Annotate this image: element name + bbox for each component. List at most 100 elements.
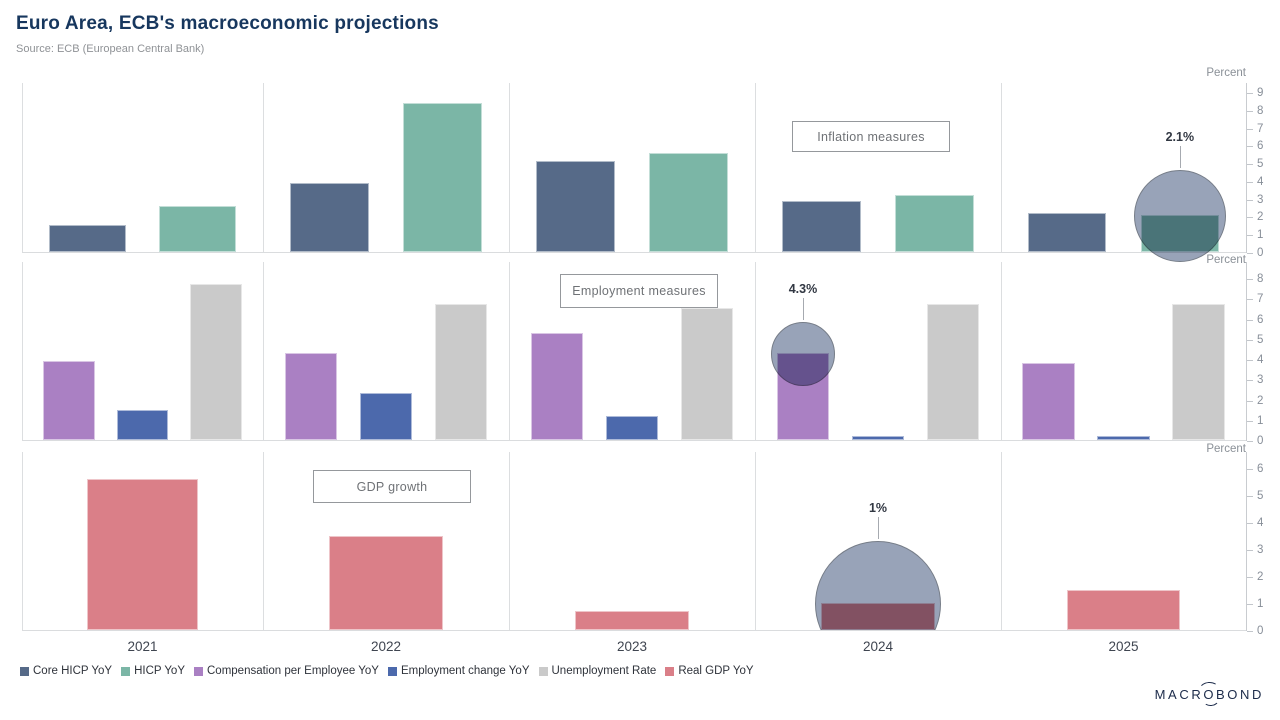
y-tick-label: 4 — [1257, 175, 1264, 188]
logo-text-right: BOND — [1216, 687, 1264, 702]
y-tick — [1247, 577, 1253, 578]
y-tick — [1247, 217, 1253, 219]
year-separator — [1001, 83, 1002, 252]
y-tick-label: 1 — [1257, 229, 1264, 242]
y-tick — [1247, 181, 1253, 183]
y-tick-label: 2 — [1257, 211, 1264, 224]
legend-label: Real GDP YoY — [678, 665, 754, 677]
y-tick-label: 1 — [1257, 598, 1264, 610]
annotation-label: 1% — [868, 501, 888, 515]
callout-line — [1179, 145, 1181, 168]
bar-core-hicp-yoy-2025 — [1027, 212, 1107, 252]
y-tick-label: 5 — [1257, 158, 1264, 171]
legend-item-real-gdp-yoy: Real GDP YoY — [665, 665, 754, 677]
bar-real-gdp-yoy-2023 — [575, 611, 689, 630]
caption-gdp-growth: GDP growth — [313, 470, 471, 503]
y-tick-label: 0 — [1257, 435, 1264, 447]
legend-swatch — [387, 666, 397, 676]
legend-label: Employment change YoY — [400, 665, 530, 677]
highlight-circle — [815, 541, 941, 630]
bar-employment-change-yoy-2021 — [116, 409, 169, 440]
legend-label: Core HICP YoY — [33, 665, 113, 677]
legend-swatch — [20, 666, 29, 676]
y-tick — [1247, 339, 1253, 341]
y-tick — [1247, 420, 1253, 422]
x-axis-label-2023: 2023 — [616, 639, 648, 654]
year-separator — [509, 262, 510, 440]
y-tick — [1247, 360, 1253, 361]
caption-employment-measures: Employment measures — [560, 274, 718, 308]
bar-compensation-per-employee-yoy-2024 — [776, 352, 830, 440]
bar-core-hicp-yoy-2024 — [782, 200, 861, 252]
y-tick — [1247, 469, 1253, 470]
bar-unemployment-rate-2021 — [190, 284, 242, 440]
y-tick-label: 3 — [1257, 374, 1264, 387]
year-separator — [22, 452, 23, 630]
year-separator — [263, 262, 264, 440]
x-axis-label-2025: 2025 — [1108, 639, 1139, 654]
y-tick — [1247, 319, 1253, 321]
year-separator — [1001, 452, 1002, 630]
bar-hicp-yoy-2023 — [649, 152, 728, 252]
logo-orbit-o: O — [1203, 687, 1217, 702]
y-tick — [1247, 550, 1253, 551]
panel-employment: 4.3% Employment measures — [22, 262, 1246, 441]
y-tick-label: 6 — [1257, 140, 1264, 153]
x-axis-label-2024: 2024 — [862, 639, 894, 654]
year-separator — [509, 83, 510, 252]
bar-unemployment-rate-2022 — [434, 304, 488, 440]
highlight-circle — [770, 321, 835, 386]
legend-item-unemployment-rate: Unemployment Rate — [538, 665, 657, 677]
y-tick — [1247, 110, 1253, 112]
bar-unemployment-rate-2025 — [1171, 304, 1225, 440]
y-tick-label: 6 — [1257, 463, 1264, 475]
y-tick — [1247, 496, 1253, 497]
y-tick — [1247, 604, 1253, 605]
y-tick-label: 3 — [1257, 544, 1264, 556]
bar-compensation-per-employee-yoy-2022 — [284, 352, 338, 440]
x-axis-label-2021: 2021 — [127, 639, 158, 654]
panel-gdp: 1% GDP growth — [22, 452, 1246, 631]
bar-real-gdp-yoy-2022 — [329, 535, 443, 630]
annotation-label: 2.1% — [1165, 129, 1195, 144]
legend-swatch — [121, 666, 131, 676]
bar-hicp-yoy-2024 — [895, 195, 974, 252]
logo-text-left: MACR — [1154, 687, 1204, 702]
legend-swatch — [665, 666, 675, 676]
bar-compensation-per-employee-yoy-2025 — [1022, 363, 1076, 440]
y-tick — [1247, 128, 1253, 130]
macrobond-logo: MACROBOND — [1155, 687, 1264, 702]
y-tick-label: 4 — [1257, 354, 1264, 366]
legend-swatch — [194, 666, 203, 676]
y-tick — [1247, 441, 1253, 442]
legend: Core HICP YoY HICP YoY Compensation per Em… — [20, 665, 754, 677]
y-axis-line — [1246, 262, 1247, 441]
legend-item-hicp-yoy: HICP YoY — [121, 665, 185, 677]
y-tick-label: 1 — [1257, 414, 1264, 427]
bar-compensation-per-employee-yoy-2023 — [530, 332, 584, 440]
y-tick-label: 2 — [1257, 571, 1264, 583]
bar-unemployment-rate-2024 — [926, 304, 980, 440]
year-separator — [263, 452, 264, 630]
y-tick — [1247, 279, 1253, 280]
bar-employment-change-yoy-2023 — [605, 415, 659, 440]
legend-item-compensation-per-employee-yoy: Compensation per Employee YoY — [194, 665, 379, 677]
axis-unit-label: Percent — [1206, 254, 1246, 266]
caption-inflation-measures: Inflation measures — [792, 121, 950, 152]
bar-compensation-per-employee-yoy-2021 — [43, 361, 95, 440]
bar-real-gdp-yoy-2021 — [87, 478, 198, 630]
legend-label: Unemployment Rate — [551, 665, 657, 677]
bar-hicp-yoy-2025 — [1140, 214, 1220, 252]
callout-line — [878, 517, 879, 539]
bar-hicp-yoy-2022 — [403, 102, 482, 252]
year-separator — [755, 83, 756, 252]
y-tick-label: 0 — [1257, 625, 1264, 637]
y-tick — [1247, 93, 1253, 95]
x-axis-label-2022: 2022 — [370, 639, 402, 654]
y-axis-line — [1246, 83, 1247, 253]
y-tick-label: 9 — [1257, 87, 1264, 100]
page-title: Euro Area, ECB's macroeconomic projectio… — [16, 13, 439, 34]
y-tick — [1247, 523, 1253, 524]
